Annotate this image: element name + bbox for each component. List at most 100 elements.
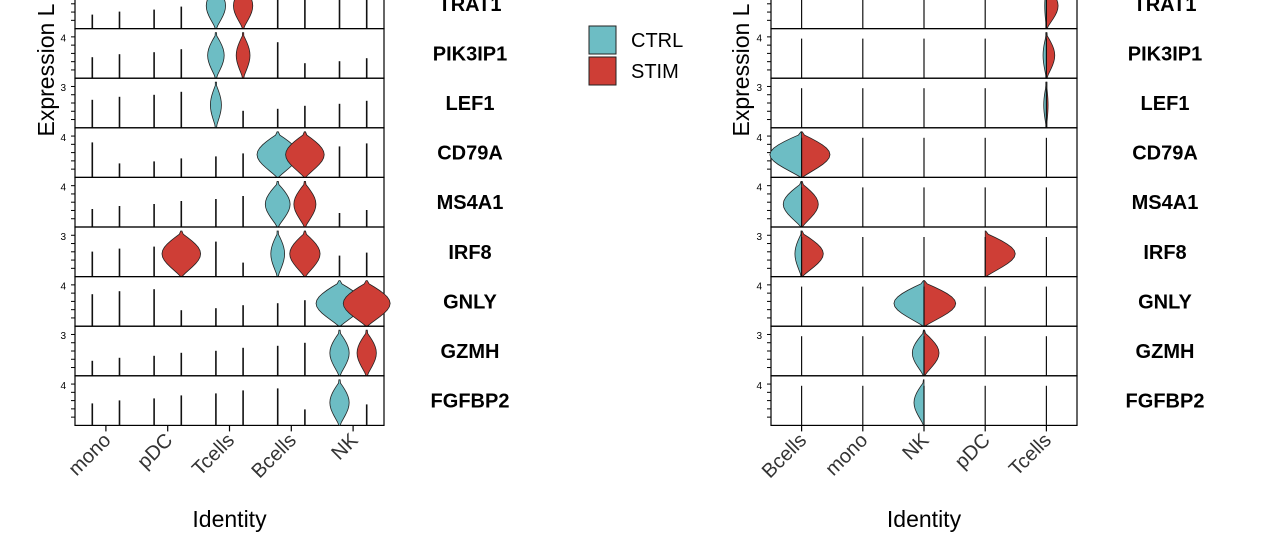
legend-swatch-stim <box>588 56 617 86</box>
gene-row-cd79a: 4 CD79A <box>60 127 503 179</box>
x-tick-label-tcells: Tcells <box>1005 429 1056 480</box>
y-tick-label: 4 <box>60 182 66 193</box>
violin-ctrl-bcells <box>270 230 286 277</box>
x-tick-label-pdc: pDC <box>951 429 995 473</box>
violin-stim-nk <box>356 329 377 377</box>
gene-label-gnly: GNLY <box>443 291 497 313</box>
legend-label-ctrl: CTRL <box>631 30 683 52</box>
gene-label-lef1: LEF1 <box>1141 93 1190 115</box>
y-tick-label: 3 <box>756 232 762 243</box>
x-tick-label-mono: mono <box>821 429 872 480</box>
x-tick-label-tcells: Tcells <box>188 429 239 480</box>
gene-label-gzmh: GZMH <box>441 341 500 363</box>
row-frame <box>74 176 385 228</box>
violin-stim-bcells <box>801 181 819 228</box>
violin-panel-2: TRAT1 4 PIK3IP1 3 LEF1 4 CD79A 4 MS4A1 3 IRF8 4 GNLY… <box>728 0 1204 532</box>
gene-label-gnly: GNLY <box>1138 291 1192 313</box>
x-axis-title: Identity <box>192 506 267 532</box>
y-tick-label: 4 <box>60 282 66 293</box>
x-axis-title: Identity <box>887 506 962 532</box>
x-tick-label-bcells: Bcells <box>758 429 811 482</box>
gene-label-lef1: LEF1 <box>446 93 495 115</box>
violin-ctrl-nk <box>893 280 925 327</box>
y-tick-label: 3 <box>60 331 66 342</box>
gene-row-gnly: 4 GNLY <box>60 276 498 327</box>
y-axis-title: Expression L <box>33 3 59 136</box>
violin-ctrl-bcells <box>794 230 802 277</box>
gene-row-pik3ip1: 4 PIK3IP1 <box>60 28 507 79</box>
y-tick-label: 4 <box>60 34 66 45</box>
legend: CTRL STIM <box>588 25 683 86</box>
y-tick-label: 4 <box>60 381 66 392</box>
violin-ctrl-tcells <box>1042 32 1047 79</box>
y-tick-label: 4 <box>756 282 762 293</box>
gene-label-cd79a: CD79A <box>437 143 503 165</box>
violin-ctrl-bcells <box>782 181 802 228</box>
violin-ctrl-tcells <box>1043 81 1047 129</box>
gene-label-irf8: IRF8 <box>448 242 491 264</box>
x-tick-label-bcells: Bcells <box>248 429 301 482</box>
gene-label-pik3ip1: PIK3IP1 <box>433 43 507 65</box>
gene-row-lef1: 3 LEF1 <box>756 77 1190 129</box>
y-tick-label: 4 <box>756 133 762 144</box>
gene-label-trat1: TRAT1 <box>439 0 502 16</box>
gene-row-fgfbp2: 4 FGFBP2 <box>60 375 510 426</box>
gene-label-irf8: IRF8 <box>1143 242 1186 264</box>
violin-stim-pdc <box>161 230 202 277</box>
gene-row-gzmh: 3 GZMH <box>60 325 500 377</box>
violin-stim-bcells <box>289 230 321 277</box>
x-tick-label-nk: NK <box>898 429 934 465</box>
gene-label-gzmh: GZMH <box>1136 341 1195 363</box>
gene-row-fgfbp2: 4 FGFBP2 <box>756 375 1205 426</box>
violin-stim-tcells <box>235 32 251 79</box>
gene-row-gzmh: 3 GZMH <box>756 325 1195 377</box>
row-frame <box>74 28 385 79</box>
y-tick-label: 3 <box>756 83 762 94</box>
gene-row-trat1: TRAT1 <box>767 0 1196 30</box>
violin-stim-tcells <box>233 0 254 29</box>
violin-stim-bcells <box>285 131 325 178</box>
gene-row-ms4a1: 4 MS4A1 <box>60 176 504 228</box>
y-axis-title: Expression L <box>728 3 754 136</box>
violin-ctrl-nk <box>329 329 350 377</box>
violin-stim-bcells <box>801 131 831 178</box>
gene-label-ms4a1: MS4A1 <box>1132 192 1199 214</box>
gene-row-cd79a: 4 CD79A <box>756 127 1198 179</box>
violin-ctrl-tcells <box>207 32 225 79</box>
gene-row-ms4a1: 4 MS4A1 <box>756 176 1199 228</box>
gene-row-pik3ip1: 4 PIK3IP1 <box>756 28 1202 79</box>
y-tick-label: 3 <box>60 232 66 243</box>
violin-stim-tcells <box>1046 32 1056 79</box>
violin-stim-bcells <box>801 230 824 277</box>
violin-ctrl-nk <box>913 379 925 426</box>
gene-label-fgfbp2: FGFBP2 <box>431 391 510 413</box>
violin-ctrl-tcells <box>209 81 222 129</box>
legend-swatch-ctrl <box>588 25 617 55</box>
violin-stim-nk <box>342 280 391 327</box>
gene-label-pik3ip1: PIK3IP1 <box>1128 43 1202 65</box>
row-frame <box>74 226 385 278</box>
violin-ctrl-nk <box>911 329 925 377</box>
legend-label-stim: STIM <box>631 61 679 83</box>
violin-stim-bcells <box>293 181 317 228</box>
gene-label-fgfbp2: FGFBP2 <box>1126 391 1205 413</box>
violin-ctrl-tcells <box>205 0 226 29</box>
violin-ctrl-nk <box>329 379 350 426</box>
violin-stim-nk <box>923 329 940 377</box>
gene-label-ms4a1: MS4A1 <box>437 192 504 214</box>
y-tick-label: 4 <box>756 381 762 392</box>
violin-stim-pdc <box>984 230 1016 277</box>
gene-row-gnly: 4 GNLY <box>756 276 1193 327</box>
violin-ctrl-bcells <box>769 131 802 178</box>
y-tick-label: 3 <box>60 83 66 94</box>
y-tick-label: 3 <box>756 331 762 342</box>
gene-row-irf8: 3 IRF8 <box>756 226 1187 278</box>
x-tick-label-pdc: pDC <box>133 429 177 473</box>
row-frame <box>74 0 385 30</box>
violin-ctrl-bcells <box>264 181 291 228</box>
gene-label-cd79a: CD79A <box>1132 143 1198 165</box>
x-tick-label-nk: NK <box>327 429 363 465</box>
gene-row-irf8: 3 IRF8 <box>60 226 492 278</box>
row-frame <box>74 77 385 129</box>
y-tick-label: 4 <box>756 34 762 45</box>
